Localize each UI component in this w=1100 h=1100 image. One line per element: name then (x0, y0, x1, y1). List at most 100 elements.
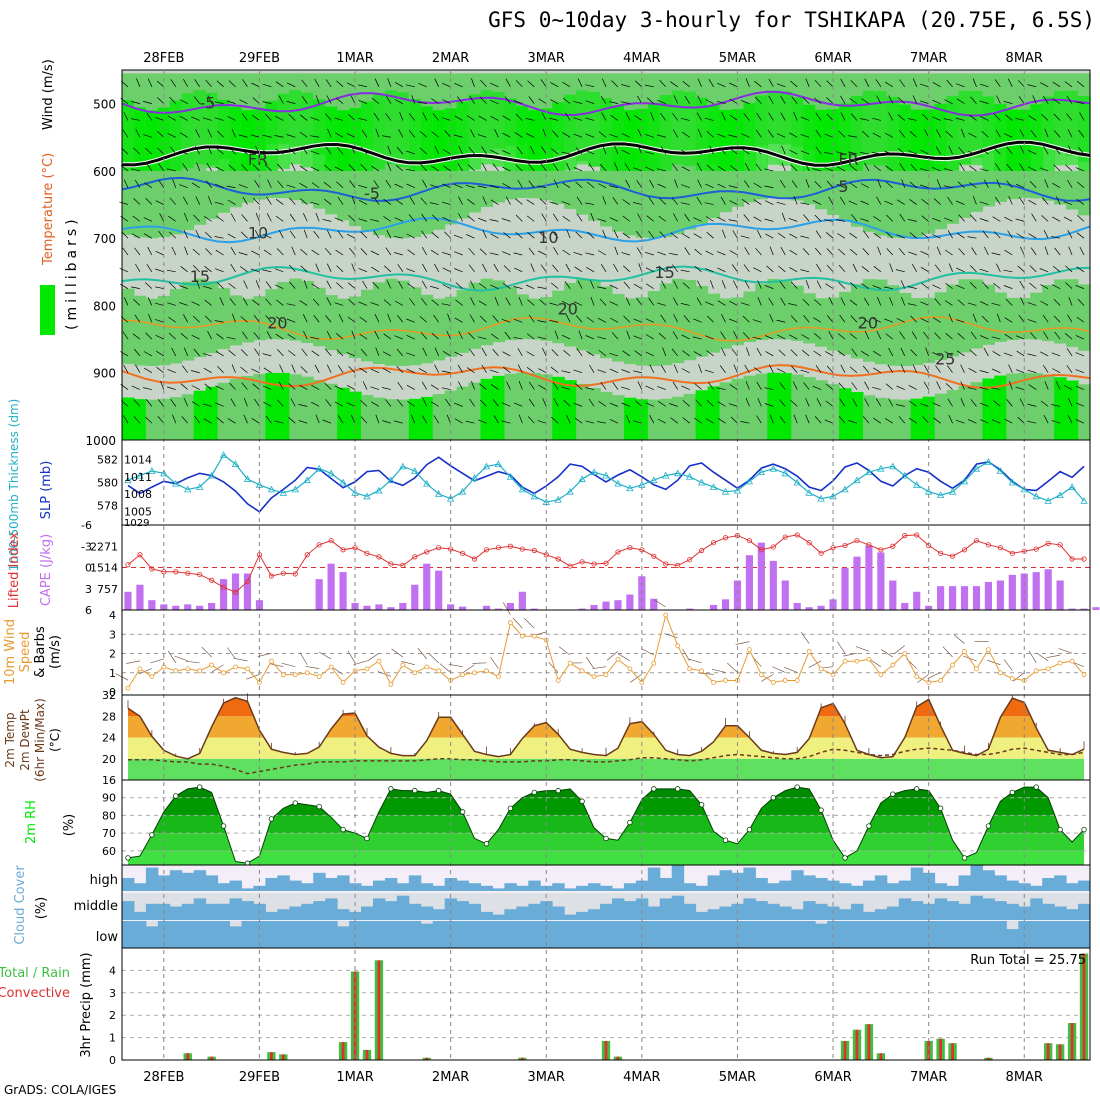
rh-band (384, 170, 398, 238)
wind-barb (575, 383, 583, 390)
wind-barb (573, 117, 583, 121)
wind-barb (970, 214, 977, 222)
wind-barb (633, 318, 642, 323)
wind-barb (504, 331, 511, 340)
cloud-low-bar (850, 921, 864, 948)
wind-barb (601, 112, 607, 121)
cloud-high-bar (850, 885, 864, 891)
wind-barb (864, 162, 870, 172)
wind-barb (704, 117, 714, 121)
rh-band-low (516, 372, 529, 440)
lifted-index-point (424, 549, 430, 555)
wind-barb (752, 336, 762, 340)
wind-barb (790, 164, 798, 172)
wind-barb (621, 84, 630, 88)
wind-barb (936, 246, 941, 256)
panel-ylabel: Lifted Index (7, 531, 22, 608)
wind-barb (790, 349, 798, 357)
cloud-middle-bar (361, 906, 374, 920)
wind-barb (551, 416, 559, 424)
wind-barb (183, 397, 189, 407)
wind-barb (334, 217, 344, 222)
wind-barb (898, 416, 906, 424)
wind-barb (1040, 300, 1049, 306)
wind-barb (602, 145, 607, 155)
wind-barb (1043, 415, 1049, 424)
wind-barb (756, 229, 762, 239)
lifted-index-point (244, 579, 251, 585)
wind-speed-point (806, 649, 812, 654)
wind-barb (815, 230, 822, 239)
wind-barb (1076, 232, 1085, 239)
wind-speed-point (1033, 668, 1039, 674)
cloud-low-bar (325, 921, 338, 948)
wind-barb (327, 128, 332, 138)
wind-barb (812, 200, 822, 205)
wind-barb (849, 98, 858, 104)
wind-barb (167, 115, 176, 121)
wind-barb (122, 129, 129, 138)
wind-barb (684, 95, 690, 104)
wind-barb (802, 248, 810, 256)
cape-bar (375, 604, 383, 610)
wind-barb (299, 182, 308, 189)
wind-barb (1027, 84, 1037, 88)
surface-wind-barb (1046, 654, 1061, 659)
wind-barb (668, 252, 678, 256)
lifted-index-point (316, 542, 322, 548)
wind-barb (337, 196, 344, 205)
wind-barb (825, 383, 834, 390)
wind-barb (967, 151, 977, 155)
date-label-bottom: 1MAR (336, 1070, 373, 1085)
wind-barb (743, 113, 750, 121)
wind-barb (467, 164, 475, 172)
precip-convective-bar (186, 1053, 190, 1060)
lifted-index-point (1009, 550, 1015, 556)
wind-barb (203, 367, 212, 374)
rh-band-low (157, 398, 171, 440)
wind-barb (897, 147, 905, 155)
wind-barb (889, 296, 894, 306)
wind-barb (633, 202, 642, 205)
precip-convective-bar (365, 1049, 369, 1060)
rh-band (635, 170, 649, 238)
rh-band-low (767, 372, 780, 440)
wind-barb (441, 117, 451, 121)
date-label-bottom: 3MAR (528, 1070, 565, 1085)
wind-barb (157, 416, 165, 424)
rh-band (396, 280, 410, 366)
cape-bar (435, 570, 443, 610)
wind-barb (360, 164, 368, 172)
wind-barb (753, 216, 762, 222)
wind-barb (336, 265, 344, 273)
wind-barb (179, 132, 188, 138)
rh-band (408, 287, 422, 366)
wind-barb (1004, 418, 1013, 424)
wind-barb (1006, 163, 1013, 172)
wind-barb (960, 364, 965, 373)
wind-barb (944, 99, 953, 104)
wind-barb (490, 384, 499, 390)
cloud-low-bar (803, 921, 816, 948)
wind-barb (370, 151, 380, 155)
wind-barb (479, 399, 487, 407)
wind-barb (967, 236, 977, 239)
surface-wind-barb (784, 666, 798, 673)
thickness-tick: 582 (97, 454, 118, 467)
wind-barb (884, 132, 893, 138)
thickness-point (279, 489, 288, 496)
wind-barb (394, 420, 403, 424)
wind-barb (684, 213, 690, 222)
wind-barb (602, 229, 607, 239)
thickness-point (602, 471, 610, 479)
wind-barb (680, 202, 690, 205)
li-tick: 6 (85, 604, 92, 617)
wind-barb (908, 251, 917, 256)
rh-band (432, 170, 446, 230)
wind-barb (351, 330, 356, 340)
wind-barb (286, 134, 296, 138)
wind-barb (899, 79, 906, 88)
rh-band (1030, 292, 1043, 340)
wind-barb (396, 399, 404, 407)
